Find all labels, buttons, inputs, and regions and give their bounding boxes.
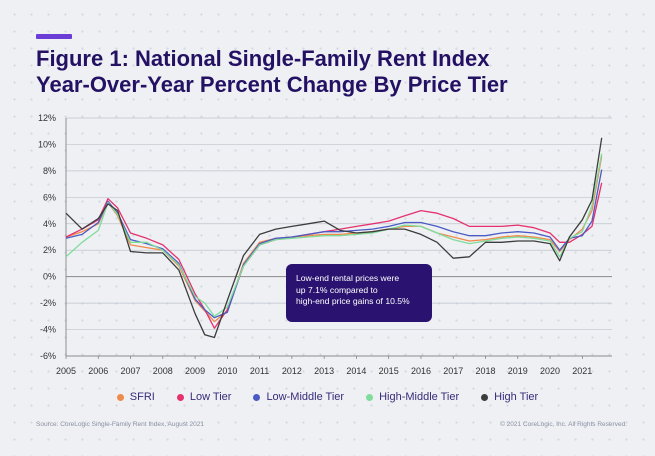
chart-title: Figure 1: National Single-Family Rent In… [36,46,636,98]
legend-swatch [116,393,124,401]
y-tick-label: 2% [43,245,56,255]
series-line-low-middle-tier [65,169,603,319]
callout-line-1: Low-end rental prices were [296,273,400,283]
series-line-high-middle-tier [65,153,603,317]
chart-legend: SFRI Low Tier Low-Middle Tier High-Middle T… [0,391,655,403]
y-tick-label: 0% [43,272,56,282]
x-tick-label: 2010 [217,366,237,376]
x-tick-label: 2019 [508,366,528,376]
series-line-low-tier [65,182,603,329]
series-line-high-tier [65,137,603,339]
legend-swatch [253,393,261,401]
x-tick-label: 2006 [88,366,108,376]
x-tick-label: 2005 [56,366,76,376]
x-tick-label: 2013 [314,366,334,376]
y-tick-label: -4% [40,325,56,335]
legend-item-high-middle-tier: High-Middle Tier [366,391,459,403]
legend-label: Low-Middle Tier [266,391,345,403]
title-accent-bar [36,34,72,39]
y-tick-label: 6% [43,192,56,202]
legend-item-low-middle-tier: Low-Middle Tier [253,391,344,403]
x-tick-label: 2008 [153,366,173,376]
y-tick-label: 8% [43,166,56,176]
x-tick-label: 2007 [121,366,141,376]
y-tick-label: -2% [40,298,56,308]
x-tick-label: 2011 [250,366,269,376]
x-tick-label: 2012 [282,366,302,376]
x-tick-label: 2014 [346,366,366,376]
y-tick-label: 12% [38,113,56,123]
x-tick-label: 2016 [411,366,431,376]
x-tick-label: 2017 [443,366,463,376]
legend-swatch [481,393,489,401]
x-tick-label: 2009 [185,366,205,376]
chart-title-line-1: Figure 1: National Single-Family Rent In… [36,46,490,71]
y-tick-label: 10% [38,139,56,149]
legend-label: SFRI [129,391,155,403]
legend-label: Low Tier [189,391,232,403]
chart-title-line-2: Year-Over-Year Percent Change By Price T… [36,72,508,97]
legend-item-high-tier: High Tier [481,391,538,403]
x-tick-label: 2018 [475,366,495,376]
annotation-callout: Low-end rental prices were up 7.1% compa… [286,264,432,322]
callout-line-2: up 7.1% compared to [296,284,378,295]
x-tick-label: 2021 [572,366,592,376]
x-tick-label: 2020 [540,366,560,376]
legend-swatch [176,393,184,401]
copyright-note: © 2021 CoreLogic, Inc. All Rights Reserv… [500,421,627,428]
legend-item-sfri: SFRI [116,391,155,403]
y-tick-label: 4% [43,219,56,229]
series-line-sfri [65,156,603,323]
series-layer [65,137,603,339]
y-tick-label: -6% [40,351,56,361]
legend-label: High Tier [494,391,539,403]
x-tick-label: 2015 [379,366,399,376]
legend-swatch [366,393,374,401]
tick-layer: 12% 10% 8% 6% 4% 2% 0% -2% -4% -6%2005 2006 2007 200… [38,113,592,376]
legend-label: High-Middle Tier [379,391,460,403]
legend-item-low-tier: Low Tier [176,391,232,403]
callout-line-3: high-end price gains of 10.5% [296,296,410,306]
source-note: Source: CoreLogic Single-Family Rent Ind… [36,421,205,428]
grid-layer [65,117,612,359]
